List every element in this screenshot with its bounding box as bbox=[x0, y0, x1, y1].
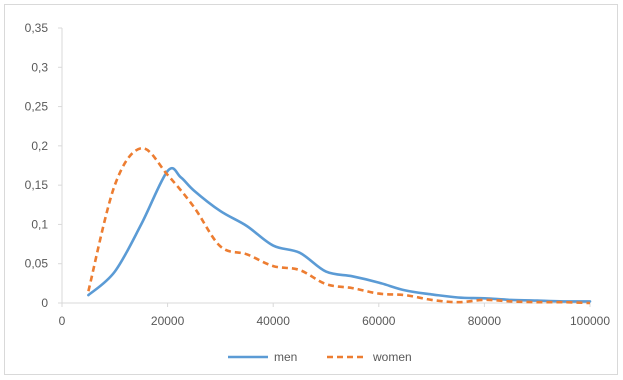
y-axis-ticks: 0 0,05 0,1 0,15 0,2 0,25 0,3 0,35 bbox=[25, 21, 62, 310]
x-tick-label: 20000 bbox=[151, 314, 185, 328]
series-line-men bbox=[87, 166, 592, 303]
y-tick-label: 0,1 bbox=[31, 217, 48, 231]
y-tick-label: 0 bbox=[41, 296, 48, 310]
x-tick-label: 100000 bbox=[570, 314, 610, 328]
y-tick-label: 0,2 bbox=[31, 139, 48, 153]
legend-label-men: men bbox=[274, 350, 297, 364]
y-tick-label: 0,05 bbox=[25, 257, 49, 271]
chart-legend: men women bbox=[228, 350, 412, 364]
y-tick-label: 0,3 bbox=[31, 60, 48, 74]
chart-series bbox=[87, 146, 592, 305]
y-tick-label: 0,25 bbox=[25, 100, 49, 114]
x-tick-label: 80000 bbox=[468, 314, 502, 328]
x-axis-ticks: 0 20000 40000 60000 80000 100000 bbox=[59, 303, 610, 328]
series-line-women bbox=[87, 146, 591, 305]
x-tick-label: 0 bbox=[59, 314, 66, 328]
chart-axes bbox=[61, 28, 590, 304]
y-tick-label: 0,15 bbox=[25, 178, 49, 192]
chart-frame bbox=[4, 4, 618, 375]
x-tick-label: 60000 bbox=[362, 314, 396, 328]
legend-label-women: women bbox=[372, 350, 412, 364]
y-tick-label: 0,35 bbox=[25, 21, 49, 35]
x-tick-label: 40000 bbox=[257, 314, 291, 328]
